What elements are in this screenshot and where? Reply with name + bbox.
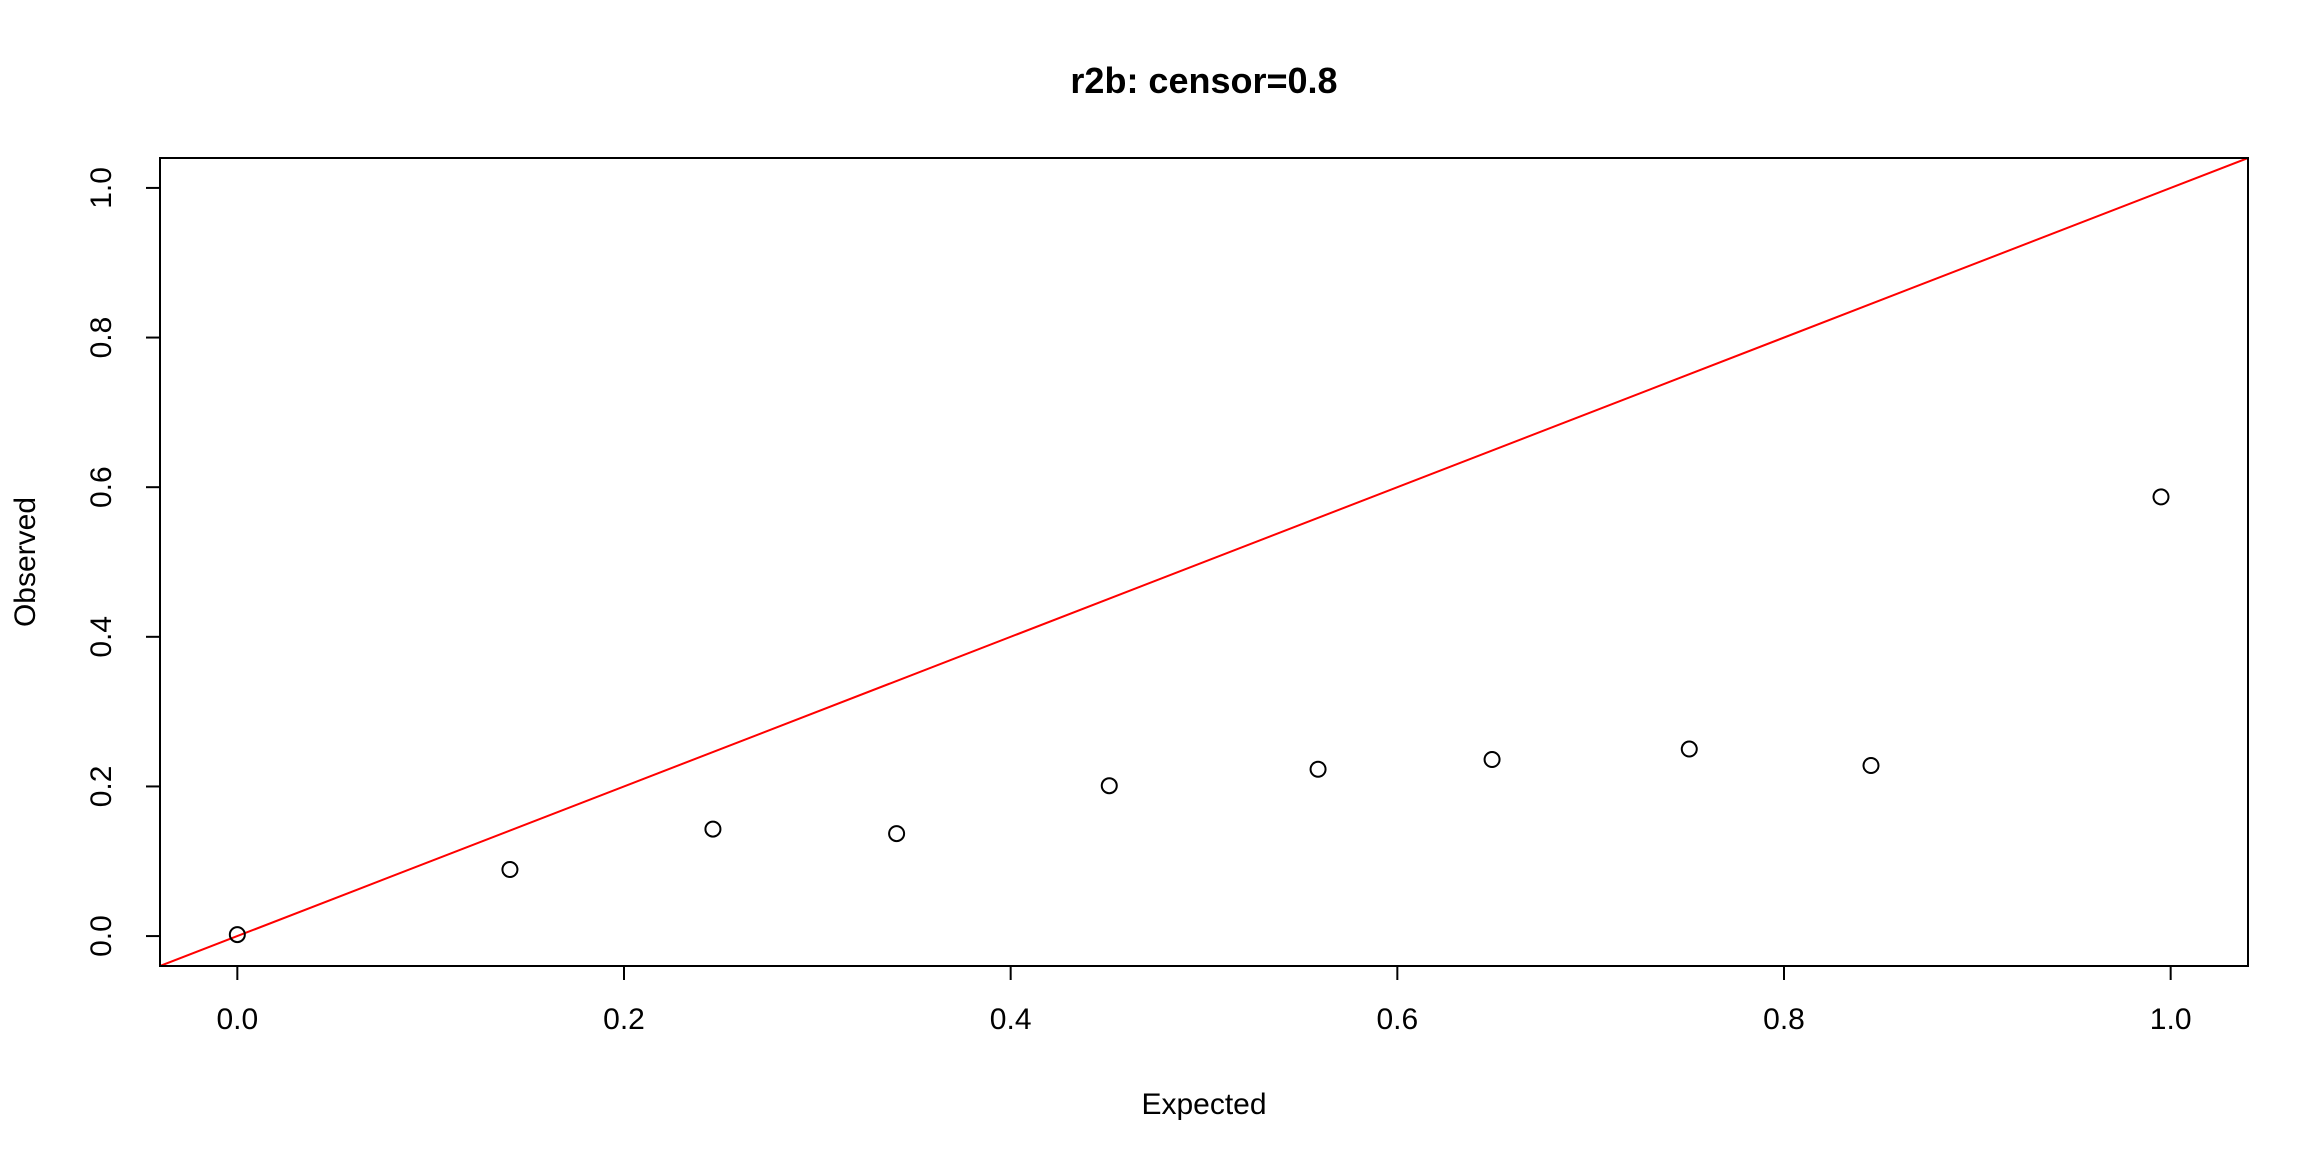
y-tick-label: 1.0 bbox=[85, 167, 118, 209]
x-tick-label: 1.0 bbox=[2150, 1003, 2192, 1036]
data-point bbox=[501, 860, 519, 878]
x-axis: 0.0 0.2 0.4 0.6 0.8 1.0 bbox=[216, 965, 2192, 1036]
data-point bbox=[704, 820, 722, 838]
x-tick-label: 0.4 bbox=[990, 1003, 1032, 1036]
reference-line-layer bbox=[160, 158, 2248, 966]
data-point bbox=[228, 926, 246, 944]
data-point bbox=[1483, 751, 1501, 769]
x-tick-label: 0.8 bbox=[1763, 1003, 1805, 1036]
data-point bbox=[1862, 756, 1880, 774]
data-point bbox=[1309, 760, 1327, 778]
y-axis: 0.0 0.2 0.4 0.6 0.8 1.0 bbox=[85, 167, 161, 957]
y-tick-label: 0.2 bbox=[85, 766, 118, 808]
y-tick-label: 0.8 bbox=[85, 317, 118, 359]
reference-line bbox=[160, 158, 2248, 966]
x-axis-label: Expected bbox=[1141, 1088, 1266, 1121]
y-tick-label: 0.0 bbox=[85, 915, 118, 957]
data-point bbox=[1680, 740, 1698, 758]
y-tick-label: 0.4 bbox=[85, 616, 118, 658]
x-tick-label: 0.2 bbox=[603, 1003, 645, 1036]
x-tick-label: 0.0 bbox=[216, 1003, 258, 1036]
x-tick-label: 0.6 bbox=[1376, 1003, 1418, 1036]
y-tick-label: 0.6 bbox=[85, 466, 118, 508]
data-point bbox=[1100, 777, 1118, 795]
points-layer bbox=[228, 488, 2170, 944]
y-axis-label: Observed bbox=[9, 497, 42, 627]
data-point bbox=[2152, 488, 2170, 506]
chart-title: r2b: censor=0.8 bbox=[1070, 60, 1337, 101]
data-point bbox=[888, 825, 906, 843]
